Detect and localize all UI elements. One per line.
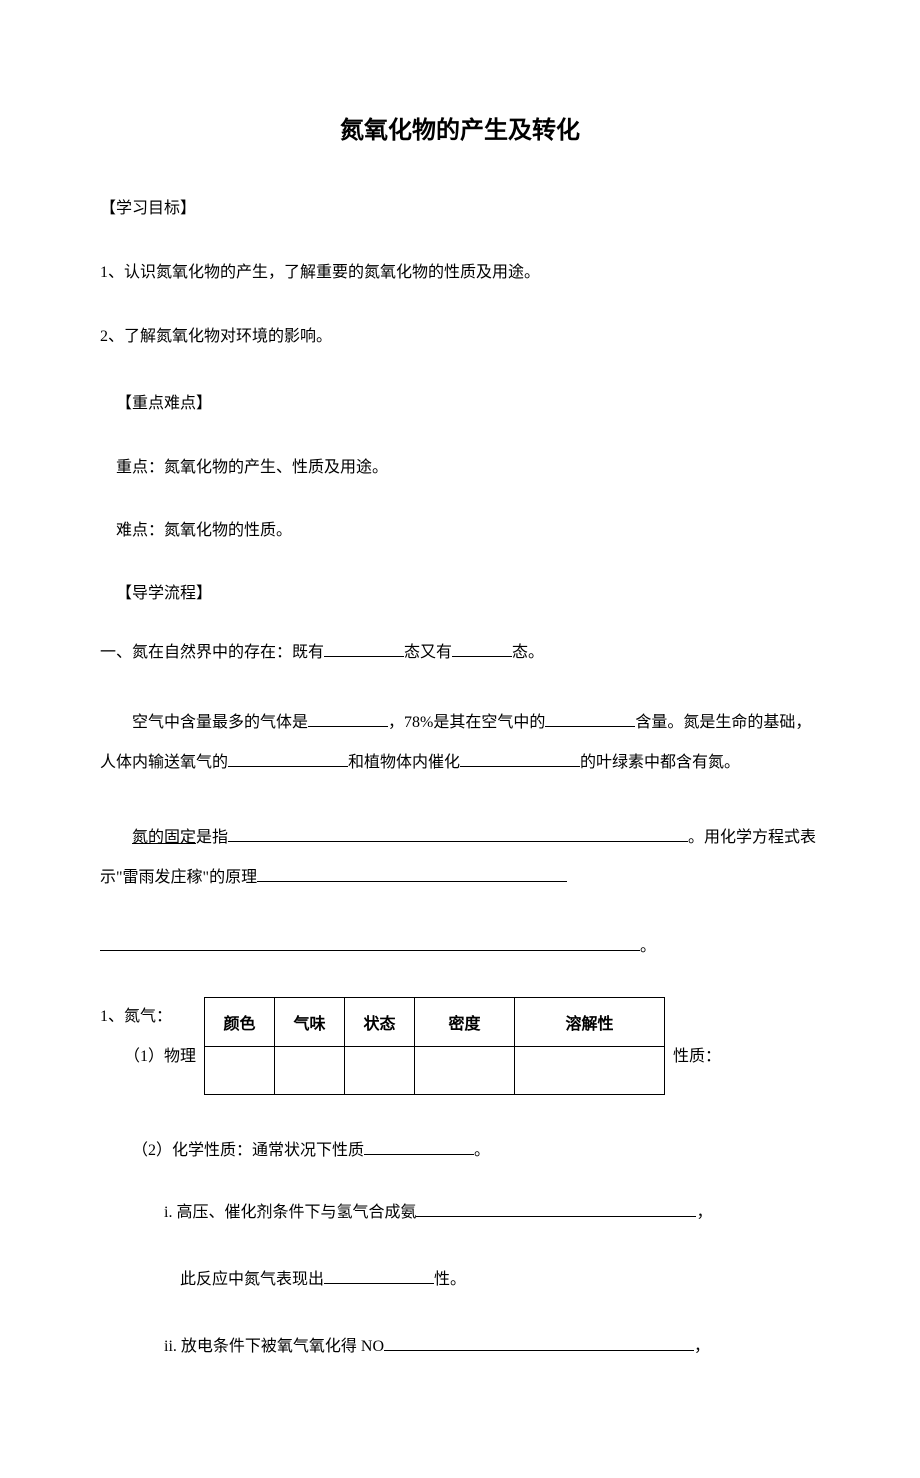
chem-line-ii-a: ii. 放电条件下被氧气氧化得 NO	[164, 1338, 384, 1355]
blank-4	[545, 726, 635, 727]
section1-line1-a: 一、氮在自然界中的存在：既有	[100, 644, 324, 661]
key-difficulties-header: 【重点难点】	[100, 386, 820, 421]
section1-line4-end: 。	[640, 938, 656, 955]
learning-goals-header: 【学习目标】	[100, 195, 820, 224]
td-smell	[275, 1046, 345, 1094]
section1-line2-d: 和植物体内催化	[348, 754, 460, 771]
blank-8	[257, 881, 567, 882]
td-solubility	[515, 1046, 665, 1094]
properties-table: 颜色 气味 状态 密度 溶解性	[204, 997, 665, 1095]
th-smell: 气味	[275, 997, 345, 1046]
table-data-row	[205, 1046, 665, 1094]
blank-12	[324, 1283, 434, 1284]
td-color	[205, 1046, 275, 1094]
th-solubility: 溶解性	[515, 997, 665, 1046]
table-header-row: 颜色 气味 状态 密度 溶解性	[205, 997, 665, 1046]
nitrogen-properties-row: 1、氮气： （1）物理 颜色 气味 状态 密度 溶解性 性质：	[100, 997, 820, 1095]
chem-line-i2: 此反应中氮气表现出 性。	[100, 1264, 820, 1296]
goal-2: 2、了解氮氧化物对环境的影响。	[100, 323, 820, 352]
blank-13	[384, 1350, 694, 1351]
nitrogen-label-2: （1）物理	[100, 1037, 196, 1077]
blank-11	[416, 1216, 696, 1217]
chem-line1-b: 。	[474, 1142, 490, 1159]
section1-line1: 一、氮在自然界中的存在：既有 态又有 态。	[100, 639, 820, 668]
td-density	[415, 1046, 515, 1094]
nitrogen-left-labels: 1、氮气： （1）物理	[100, 997, 204, 1077]
chem-line-i: i. 高压、催化剂条件下与氢气合成氨 ，	[100, 1197, 820, 1229]
th-color: 颜色	[205, 997, 275, 1046]
section1-line4: 。	[100, 933, 820, 962]
section1-line2-e: 的叶绿素中都含有氮。	[580, 754, 740, 771]
goal-1: 1、认识氮氧化物的产生，了解重要的氮氧化物的性质及用途。	[100, 259, 820, 288]
nitrogen-label-1: 1、氮气：	[100, 997, 196, 1037]
keypoint-text: 重点：氮氧化物的产生、性质及用途。	[100, 450, 820, 485]
th-density: 密度	[415, 997, 515, 1046]
nitrogen-label-right: 性质：	[673, 1037, 721, 1077]
blank-10	[364, 1154, 474, 1155]
section1-line1-c: 态。	[512, 644, 544, 661]
section1-line3: 氮的固定是指。用化学方程式表示"雷雨发庄稼"的原理	[100, 818, 820, 898]
chem-line1: （2）化学性质：通常状况下性质 。	[100, 1135, 820, 1167]
nitrogen-fixation-label: 氮的固定	[132, 829, 196, 846]
blank-9	[100, 950, 640, 951]
section1-line3-b: 是指	[196, 829, 228, 846]
guide-flow-header: 【导学流程】	[100, 576, 820, 611]
blank-6	[460, 766, 580, 767]
difficulty-text: 难点：氮氧化物的性质。	[100, 513, 820, 548]
td-state	[345, 1046, 415, 1094]
th-state: 状态	[345, 997, 415, 1046]
section1-line1-b: 态又有	[404, 644, 452, 661]
blank-3	[308, 726, 388, 727]
page-title: 氮氧化物的产生及转化	[100, 110, 820, 145]
chem-line-ii-b: ，	[694, 1338, 710, 1355]
blank-2	[452, 656, 512, 657]
blank-5	[228, 766, 348, 767]
section1-line2-a: 空气中含量最多的气体是	[132, 714, 308, 731]
blank-7	[228, 841, 688, 842]
chem-line-i-a: i. 高压、催化剂条件下与氢气合成氨	[164, 1204, 416, 1221]
chem-line1-a: （2）化学性质：通常状况下性质	[132, 1142, 364, 1159]
chem-line-i2-b: 性。	[434, 1271, 466, 1288]
chem-line-ii: ii. 放电条件下被氧气氧化得 NO ，	[100, 1331, 820, 1363]
chem-line-i-b: ，	[696, 1204, 712, 1221]
chem-line-i2-a: 此反应中氮气表现出	[180, 1271, 324, 1288]
nitrogen-right-label: 性质：	[665, 997, 721, 1077]
blank-1	[324, 656, 404, 657]
section1-line2: 空气中含量最多的气体是，78%是其在空气中的含量。氮是生命的基础，人体内输送氧气…	[100, 703, 820, 783]
section1-line2-b: ，78%是其在空气中的	[388, 714, 545, 731]
